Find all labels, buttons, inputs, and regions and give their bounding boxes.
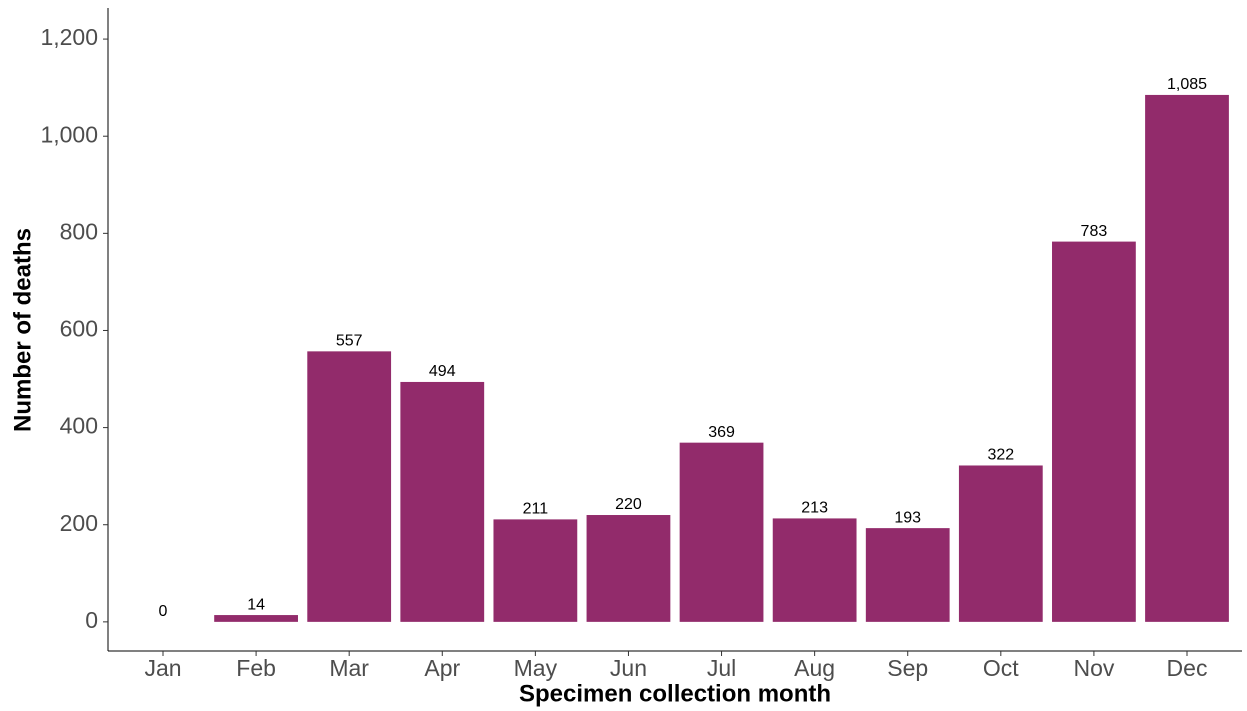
data-label: 557 xyxy=(336,333,363,350)
data-label: 0 xyxy=(159,603,168,620)
bar xyxy=(307,351,392,622)
y-tick-label: 0 xyxy=(85,607,98,633)
bar xyxy=(865,528,950,622)
x-tick-label: Aug xyxy=(794,655,835,681)
data-label: 783 xyxy=(1081,223,1108,240)
bar xyxy=(1145,94,1229,622)
data-label: 369 xyxy=(708,424,735,441)
x-axis-title: Specimen collection month xyxy=(519,680,831,707)
data-label: 1,085 xyxy=(1167,76,1207,93)
x-tick-label: Nov xyxy=(1073,655,1114,681)
data-label: 193 xyxy=(894,509,921,526)
x-tick-label: Oct xyxy=(983,655,1019,681)
y-tick-label: 1,000 xyxy=(40,121,98,147)
y-axis-title: Number of deaths xyxy=(9,228,36,432)
x-tick-label: Apr xyxy=(424,655,460,681)
y-tick-label: 1,200 xyxy=(40,24,98,50)
y-tick-label: 800 xyxy=(60,218,98,244)
bar xyxy=(1052,241,1136,622)
x-tick-label: Jul xyxy=(707,655,736,681)
y-tick-label: 400 xyxy=(60,413,98,439)
x-tick-label: Sep xyxy=(887,655,928,681)
data-label: 322 xyxy=(987,447,1014,464)
data-label: 14 xyxy=(247,596,265,613)
bar xyxy=(679,442,764,622)
bar xyxy=(214,615,298,622)
x-tick-label: May xyxy=(514,655,558,681)
bar xyxy=(400,381,485,622)
x-tick-label: Jan xyxy=(144,655,181,681)
y-tick-label: 200 xyxy=(60,510,98,536)
data-label: 211 xyxy=(523,501,549,518)
data-label: 494 xyxy=(429,363,456,380)
y-tick-label: 600 xyxy=(60,316,98,342)
bar xyxy=(586,515,671,622)
bar xyxy=(772,518,857,622)
x-tick-label: Dec xyxy=(1167,655,1208,681)
x-tick-label: Feb xyxy=(236,655,276,681)
bar xyxy=(493,519,578,622)
data-label: 213 xyxy=(801,500,828,517)
bar xyxy=(958,465,1043,622)
x-tick-label: Mar xyxy=(329,655,369,681)
x-tick-label: Jun xyxy=(610,655,647,681)
data-label: 220 xyxy=(615,496,642,513)
